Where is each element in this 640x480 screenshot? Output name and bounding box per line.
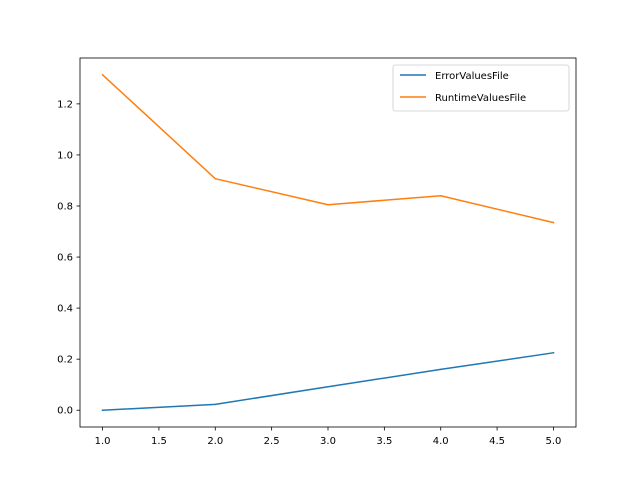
series-1-point [327,385,329,388]
x-tick-label: 2.5 [264,436,280,447]
x-tick-label: 1.0 [95,436,111,447]
y-tick-label: 1.0 [57,150,73,161]
series-1-point [439,368,442,371]
series-2-point [552,221,555,224]
y-tick-label: 0.0 [57,406,73,417]
y-tick-label: 0.2 [57,355,73,366]
y-axis: 0.0 0.2 0.4 0.6 0.8 1.0 1.2 [57,99,80,417]
y-tick-label: 0.4 [57,304,73,315]
series-2-point [327,203,329,206]
series-layer [101,73,555,412]
x-tick-label: 5.0 [546,436,562,447]
x-tick-label: 4.0 [433,436,449,447]
x-tick-label: 2.0 [207,436,223,447]
legend: ErrorValuesFile RuntimeValuesFile [392,64,570,112]
legend-box [392,64,570,112]
x-tick-label: 4.5 [489,436,505,447]
y-tick-label: 0.8 [57,201,73,212]
x-tick-label: 3.0 [320,436,336,447]
series-2-point [101,74,104,76]
series-2-point [214,177,217,180]
series-1-point [214,403,217,406]
y-tick-label: 0.6 [57,253,73,264]
legend-label-1: ErrorValuesFile [435,71,509,82]
series-1-point [101,409,104,411]
x-tick-label: 1.5 [151,436,167,447]
legend-label-2: RuntimeValuesFile [435,93,526,104]
x-axis: 1.0 1.5 2.0 2.5 3.0 3.5 4.0 4.5 5.0 [95,427,562,447]
series-2-point [439,195,442,197]
series-1-point [552,352,555,354]
y-tick-label: 1.2 [57,99,73,110]
x-tick-label: 3.5 [376,436,392,447]
